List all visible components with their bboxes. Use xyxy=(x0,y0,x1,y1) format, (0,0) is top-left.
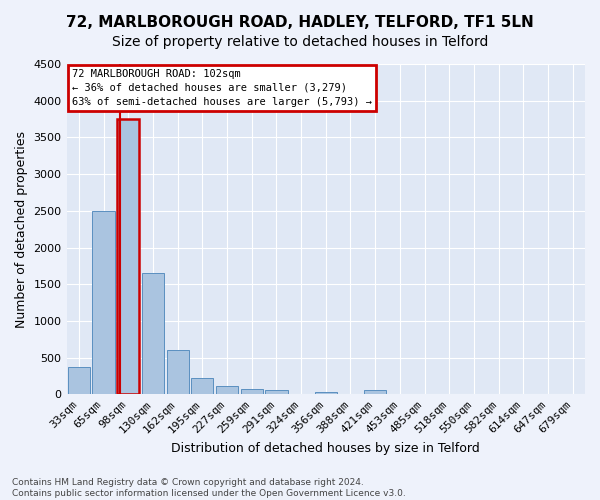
Bar xyxy=(265,390,287,394)
Bar xyxy=(142,274,164,394)
Bar xyxy=(92,211,115,394)
Text: 72 MARLBOROUGH ROAD: 102sqm
← 36% of detached houses are smaller (3,279)
63% of : 72 MARLBOROUGH ROAD: 102sqm ← 36% of det… xyxy=(72,69,372,107)
Bar xyxy=(216,386,238,394)
Text: Size of property relative to detached houses in Telford: Size of property relative to detached ho… xyxy=(112,35,488,49)
Bar xyxy=(68,367,90,394)
Bar xyxy=(241,388,263,394)
Text: Contains HM Land Registry data © Crown copyright and database right 2024.
Contai: Contains HM Land Registry data © Crown c… xyxy=(12,478,406,498)
Y-axis label: Number of detached properties: Number of detached properties xyxy=(15,130,28,328)
Bar xyxy=(167,350,189,395)
Bar xyxy=(191,378,214,394)
Bar xyxy=(314,392,337,394)
Bar xyxy=(364,390,386,394)
Bar xyxy=(117,119,139,394)
Text: 72, MARLBOROUGH ROAD, HADLEY, TELFORD, TF1 5LN: 72, MARLBOROUGH ROAD, HADLEY, TELFORD, T… xyxy=(66,15,534,30)
X-axis label: Distribution of detached houses by size in Telford: Distribution of detached houses by size … xyxy=(172,442,480,455)
